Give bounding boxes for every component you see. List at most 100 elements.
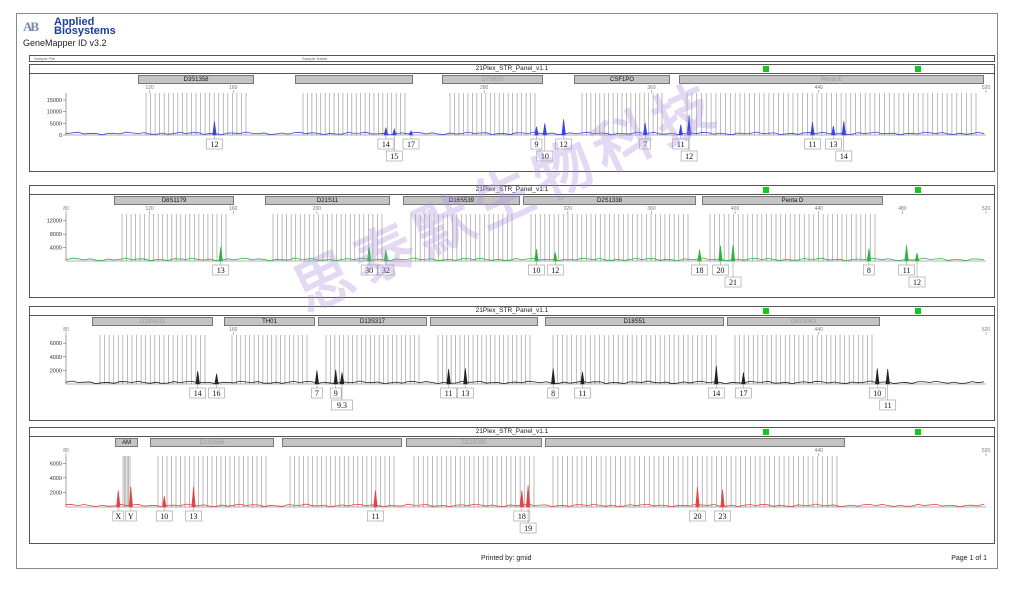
locus-label[interactable]: D21S11 — [265, 196, 390, 205]
allele-label-box — [868, 387, 886, 399]
page-number: Page 1 of 1 — [951, 555, 987, 562]
allele-label: 11 — [579, 389, 587, 398]
allele-label: 10 — [532, 266, 540, 275]
allele-label-box — [714, 510, 731, 522]
allele-label: 17 — [739, 389, 747, 398]
locus-label[interactable]: AM — [115, 438, 138, 447]
print-page: AB Applied Biosystems GeneMapper ID v3.2… — [16, 13, 998, 569]
allele-label: 13 — [829, 140, 837, 149]
locus-label[interactable] — [295, 75, 413, 84]
allele-label-box — [528, 264, 545, 276]
allele-label-box — [377, 138, 395, 150]
allele-label-box — [835, 150, 853, 162]
y-tick-label: 0 — [59, 133, 62, 139]
panel-name: 21Plex_STR_Panel_v1.1 — [475, 307, 549, 314]
allele-peak — [914, 252, 920, 262]
locus-label[interactable]: D1S1656 — [150, 438, 274, 447]
locus-label[interactable] — [430, 317, 538, 326]
allele-peak — [695, 486, 700, 508]
x-tick-label: 280 — [480, 85, 489, 91]
locus-label[interactable]: D7S820 — [442, 75, 543, 84]
locus-label[interactable]: D13S317 — [318, 317, 427, 326]
brand-line-1: Applied — [54, 16, 95, 28]
y-tick-label: 12000 — [47, 219, 62, 225]
locus-label[interactable]: D2S1338 — [523, 196, 696, 205]
x-tick-label: 160 — [229, 85, 238, 91]
x-tick-label: 520 — [982, 327, 991, 333]
x-tick-label: 520 — [982, 85, 991, 91]
x-tick-label: 160 — [229, 327, 238, 333]
allele-peak — [392, 127, 397, 136]
allele-peak — [191, 486, 196, 508]
locus-label[interactable]: Penta D — [702, 196, 883, 205]
x-tick-label: 200 — [313, 206, 322, 212]
locus-label[interactable]: D16S539 — [403, 196, 520, 205]
brand-line-2: Biosystems — [54, 25, 116, 37]
locus-label[interactable]: Penta E — [679, 75, 984, 84]
ab-logo-icon: AB — [23, 19, 39, 34]
x-tick-label: 520 — [982, 448, 991, 454]
allele-peak — [904, 245, 909, 262]
x-tick-label: 360 — [647, 206, 656, 212]
allele-label: 15 — [390, 152, 398, 161]
allele-label-box — [402, 138, 420, 150]
allele-peak — [333, 369, 338, 385]
allele-peak — [741, 372, 746, 385]
allele-label-box — [377, 264, 395, 276]
allele-peak — [831, 125, 836, 136]
locus-label[interactable]: D19S433 — [92, 317, 213, 326]
x-tick-label: 440 — [815, 327, 824, 333]
allele-label: 10 — [873, 389, 881, 398]
locus-label[interactable]: CSF1PO — [574, 75, 670, 84]
allele-label-box — [329, 387, 342, 399]
locus-label[interactable]: D8S1179 — [114, 196, 234, 205]
locus-label[interactable]: D3S1358 — [138, 75, 254, 84]
allele-label-box — [185, 510, 202, 522]
status-indicator-icon — [915, 66, 921, 72]
allele-label: 7 — [315, 389, 319, 398]
baseline-trace — [65, 380, 985, 385]
applied-biosystems-logo: AB Applied Biosystems — [23, 16, 116, 38]
allele-label-box — [519, 522, 537, 534]
status-indicator-icon — [915, 187, 921, 193]
status-indicator-icon — [763, 429, 769, 435]
panel-header: 21Plex_STR_Panel_v1.1 — [30, 65, 994, 74]
locus-label[interactable] — [282, 438, 402, 447]
status-indicator-icon — [915, 429, 921, 435]
allele-peak — [162, 496, 167, 508]
y-tick-label: 2000 — [50, 368, 62, 374]
electropherogram-panel-red: 21Plex_STR_Panel_v1.1 AM D1S1656 D12S391 80 4… — [29, 427, 995, 544]
locus-label[interactable]: D18S51 — [545, 317, 724, 326]
locus-label[interactable]: D12S391 — [406, 438, 542, 447]
allele-peak — [446, 368, 451, 385]
y-tick-label: 10000 — [47, 110, 62, 116]
x-tick-label: 360 — [647, 85, 656, 91]
allele-label: 13 — [217, 266, 225, 275]
locus-label[interactable]: D6S1043 — [727, 317, 880, 326]
x-tick-label: 440 — [815, 85, 824, 91]
allele-label-box — [155, 510, 173, 522]
allele-peak — [885, 368, 890, 385]
locus-label[interactable]: TH01 — [224, 317, 315, 326]
allele-label: 11 — [677, 140, 685, 149]
allele-label: 10 — [160, 512, 168, 521]
allele-label: 10 — [541, 152, 549, 161]
allele-label-box — [530, 138, 543, 150]
locus-label[interactable] — [545, 438, 845, 447]
panel-header: 21Plex_STR_Panel_v1.1 — [30, 428, 994, 437]
allele-label: 13 — [461, 389, 469, 398]
x-tick-label: 80 — [63, 327, 69, 333]
electropherogram-panel-black: 21Plex_STR_Panel_v1.1 D19S433 TH01 D13S317 D… — [29, 306, 995, 421]
allele-label: 14 — [840, 152, 848, 161]
status-indicator-icon — [915, 308, 921, 314]
status-indicator-icon — [763, 308, 769, 314]
printed-by: Printed by: gmid — [481, 555, 532, 562]
sample-file-label: Sample File — [34, 56, 56, 61]
status-indicator-icon — [763, 187, 769, 193]
allele-label: 11 — [809, 140, 817, 149]
x-tick-label: 80 — [63, 448, 69, 454]
allele-peak — [212, 121, 217, 136]
allele-peak — [373, 490, 378, 508]
